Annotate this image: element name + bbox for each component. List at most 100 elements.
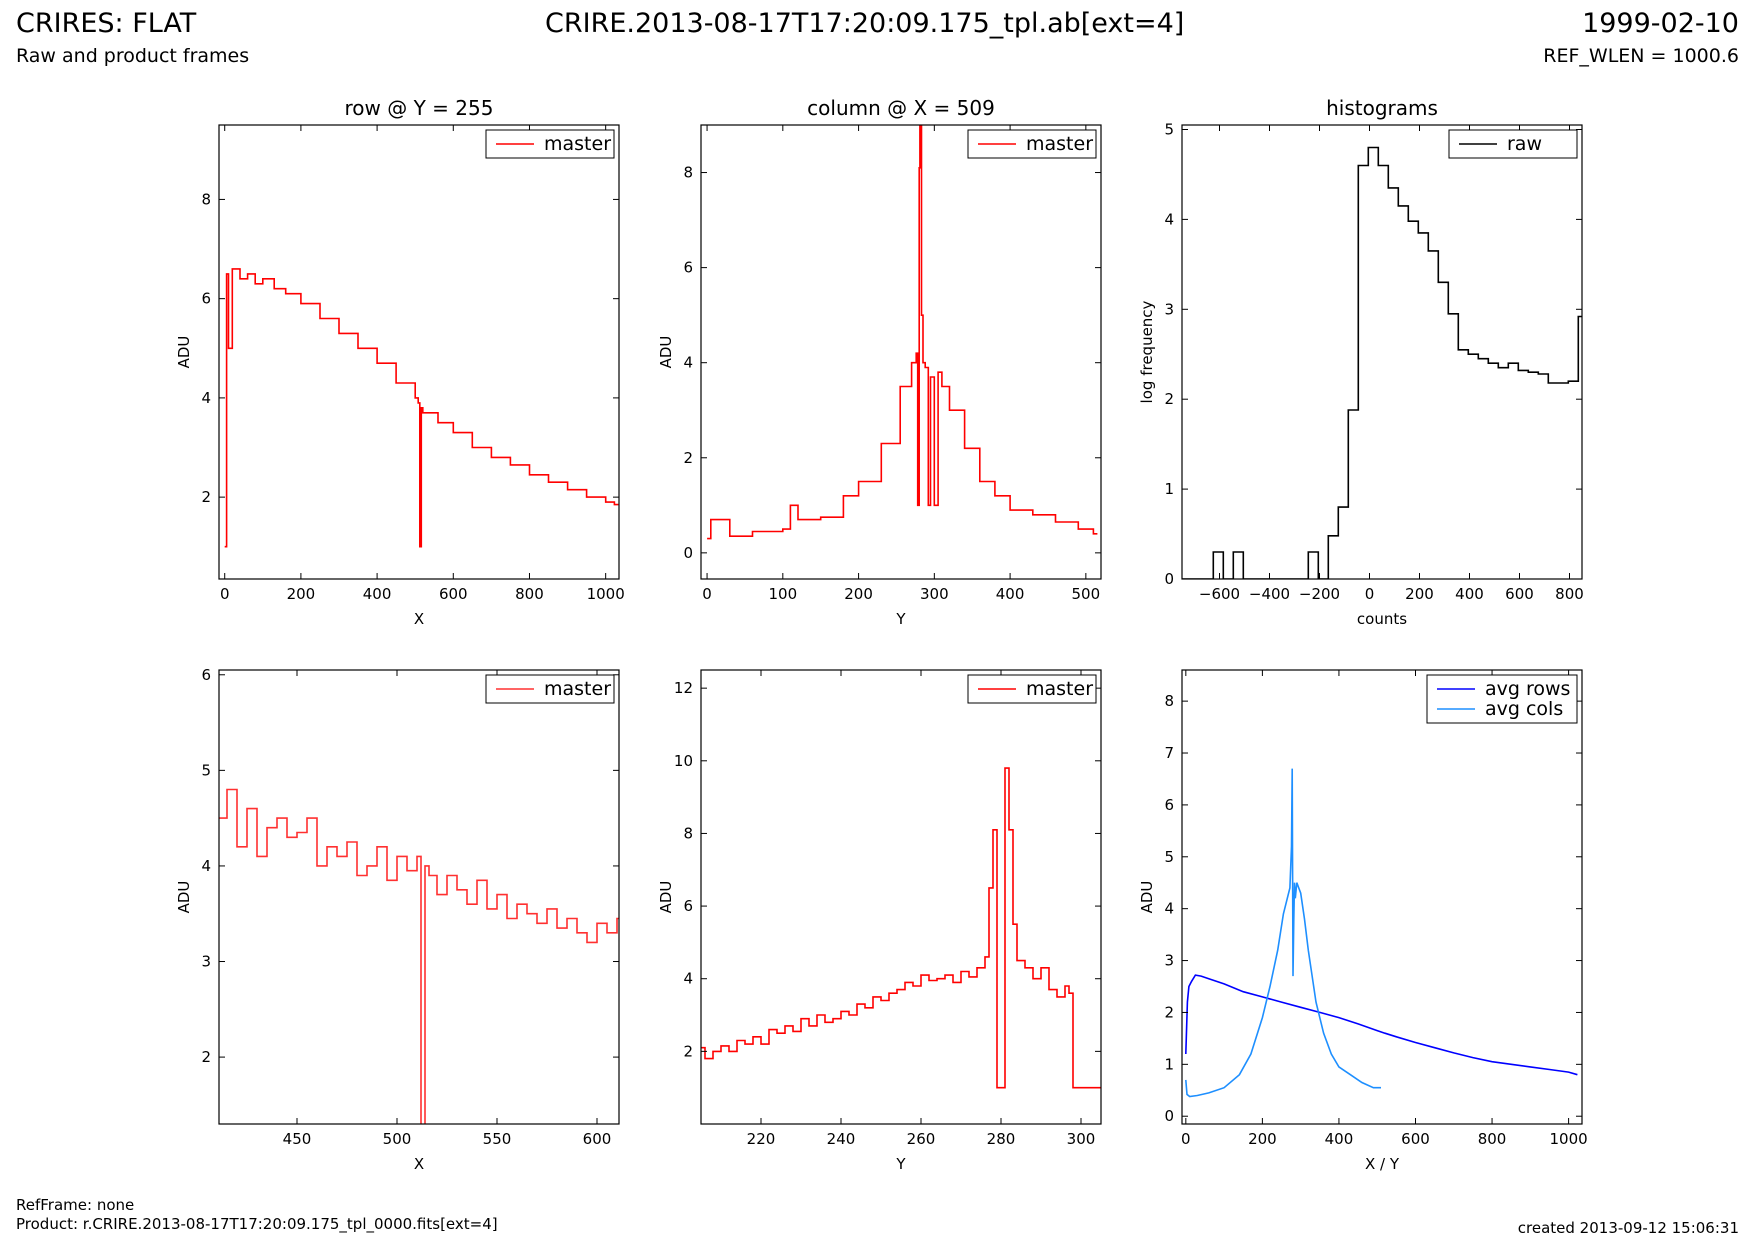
series-line-1 (224, 268, 619, 548)
legend-label: master (544, 133, 611, 155)
y-tick-label: 7 (1164, 744, 1174, 762)
x-axis-label: Y (895, 1155, 906, 1173)
chart-2: 0 100 200 300 400 500 0 2 4 6 8 column @ X = 509 Y AD… (657, 96, 1102, 628)
chart-5: 220 240 260 280 300 2 4 6 8 10 12 Y ADU master (657, 669, 1102, 1173)
y-tick-label: 6 (683, 897, 693, 915)
y-tick-label: 2 (683, 1042, 693, 1060)
y-tick-label: 2 (201, 488, 211, 506)
x-axis-label: counts (1357, 610, 1407, 628)
y-tick-label: 6 (683, 259, 693, 277)
y-tick-label: 0 (683, 544, 693, 562)
y-tick-label: 6 (201, 290, 211, 308)
legend-box (485, 129, 615, 159)
x-tick-label: 600 (1505, 585, 1534, 603)
x-tick-label: 200 (1248, 1130, 1277, 1148)
axes-frame (218, 669, 620, 1125)
x-tick-label: −400 (1249, 585, 1290, 603)
x-axis-label: X (414, 610, 424, 628)
x-tick-label: 300 (920, 585, 949, 603)
y-tick-label: 1 (1164, 480, 1174, 498)
x-tick-label: 800 (515, 585, 544, 603)
y-tick-label: 8 (1164, 692, 1174, 710)
x-tick-label: 200 (287, 585, 316, 603)
legend: master (485, 674, 615, 704)
y-tick-label: 10 (674, 752, 693, 770)
legend-label: avg rows (1485, 678, 1570, 700)
x-tick-label: 600 (1401, 1130, 1430, 1148)
series-line-1 (1185, 974, 1578, 1076)
chart-title: row @ Y = 255 (345, 96, 494, 120)
y-tick-label: 1 (1164, 1055, 1174, 1073)
y-tick-label: 8 (683, 824, 693, 842)
series-line-1 (707, 125, 1098, 540)
legend-label: master (1026, 678, 1093, 700)
axes-frame (1181, 124, 1583, 580)
x-tick-label: 200 (844, 585, 873, 603)
legend: master (485, 129, 615, 159)
axes-frame (700, 124, 1102, 580)
chart-4: 450 500 550 600 2 3 4 5 6 X ADU master (175, 666, 620, 1173)
y-tick-label: 4 (683, 970, 693, 988)
x-tick-label: 400 (996, 585, 1025, 603)
footer-product: Product: r.CRIRE.2013-08-17T17:20:09.175… (16, 1215, 498, 1233)
x-tick-label: 220 (747, 1130, 776, 1148)
x-tick-label: 800 (1478, 1130, 1507, 1148)
x-tick-label: 0 (220, 585, 230, 603)
x-tick-label: 1000 (587, 585, 625, 603)
x-axis-label: Y (895, 610, 906, 628)
page-title: CRIRES: FLAT (16, 8, 197, 39)
legend-label: master (1026, 133, 1093, 155)
y-tick-label: 12 (674, 679, 693, 697)
x-tick-label: 0 (702, 585, 712, 603)
y-axis-label: ADU (175, 336, 193, 369)
x-tick-label: 240 (827, 1130, 856, 1148)
legend-label: avg cols (1485, 698, 1563, 720)
y-tick-label: 3 (1164, 952, 1174, 970)
axes-frame (218, 124, 620, 580)
y-axis-label: ADU (657, 336, 675, 369)
y-axis-label: log frequency (1138, 300, 1156, 403)
legend: master (967, 674, 1097, 704)
x-tick-label: 600 (439, 585, 468, 603)
x-tick-label: 0 (1181, 1130, 1191, 1148)
y-tick-label: 4 (201, 857, 211, 875)
chart-title: column @ X = 509 (807, 96, 995, 120)
chart-6: 0 200 400 600 800 1000 0 1 2 3 4 5 6 7 8 X / Y ADU avg ro… (1138, 669, 1588, 1173)
y-tick-label: 2 (201, 1048, 211, 1066)
y-tick-label: 4 (1164, 900, 1174, 918)
x-tick-label: 600 (583, 1130, 612, 1148)
series-line-2 (1185, 768, 1381, 1098)
x-tick-label: 500 (1072, 585, 1101, 603)
y-tick-label: 2 (683, 449, 693, 467)
x-tick-label: 550 (483, 1130, 512, 1148)
date-label: 1999-02-10 (1582, 8, 1739, 39)
y-tick-label: 0 (1164, 570, 1174, 588)
series-line-1 (701, 767, 1101, 1089)
x-tick-label: 200 (1405, 585, 1434, 603)
x-tick-label: 800 (1555, 585, 1584, 603)
x-tick-label: 1000 (1550, 1130, 1588, 1148)
y-axis-label: ADU (657, 881, 675, 914)
y-tick-label: 4 (683, 354, 693, 372)
series-line-1 (1182, 146, 1582, 579)
x-tick-label: 450 (283, 1130, 312, 1148)
x-tick-label: −600 (1199, 585, 1240, 603)
x-tick-label: 500 (383, 1130, 412, 1148)
axes-frame (700, 669, 1102, 1125)
chart-title: histograms (1326, 96, 1438, 120)
x-tick-label: 280 (987, 1130, 1016, 1148)
y-tick-label: 3 (201, 953, 211, 971)
page-subtitle: Raw and product frames (16, 45, 250, 67)
y-tick-label: 5 (1164, 848, 1174, 866)
x-tick-label: 300 (1067, 1130, 1096, 1148)
y-tick-label: 3 (1164, 300, 1174, 318)
legend: raw (1448, 129, 1578, 159)
y-axis-label: ADU (175, 881, 193, 914)
y-tick-label: 6 (201, 666, 211, 684)
y-tick-label: 6 (1164, 796, 1174, 814)
y-tick-label: 0 (1164, 1107, 1174, 1125)
footer-created: created 2013-09-12 15:06:31 (1517, 1219, 1739, 1237)
x-axis-label: X (414, 1155, 424, 1173)
y-tick-label: 4 (201, 389, 211, 407)
